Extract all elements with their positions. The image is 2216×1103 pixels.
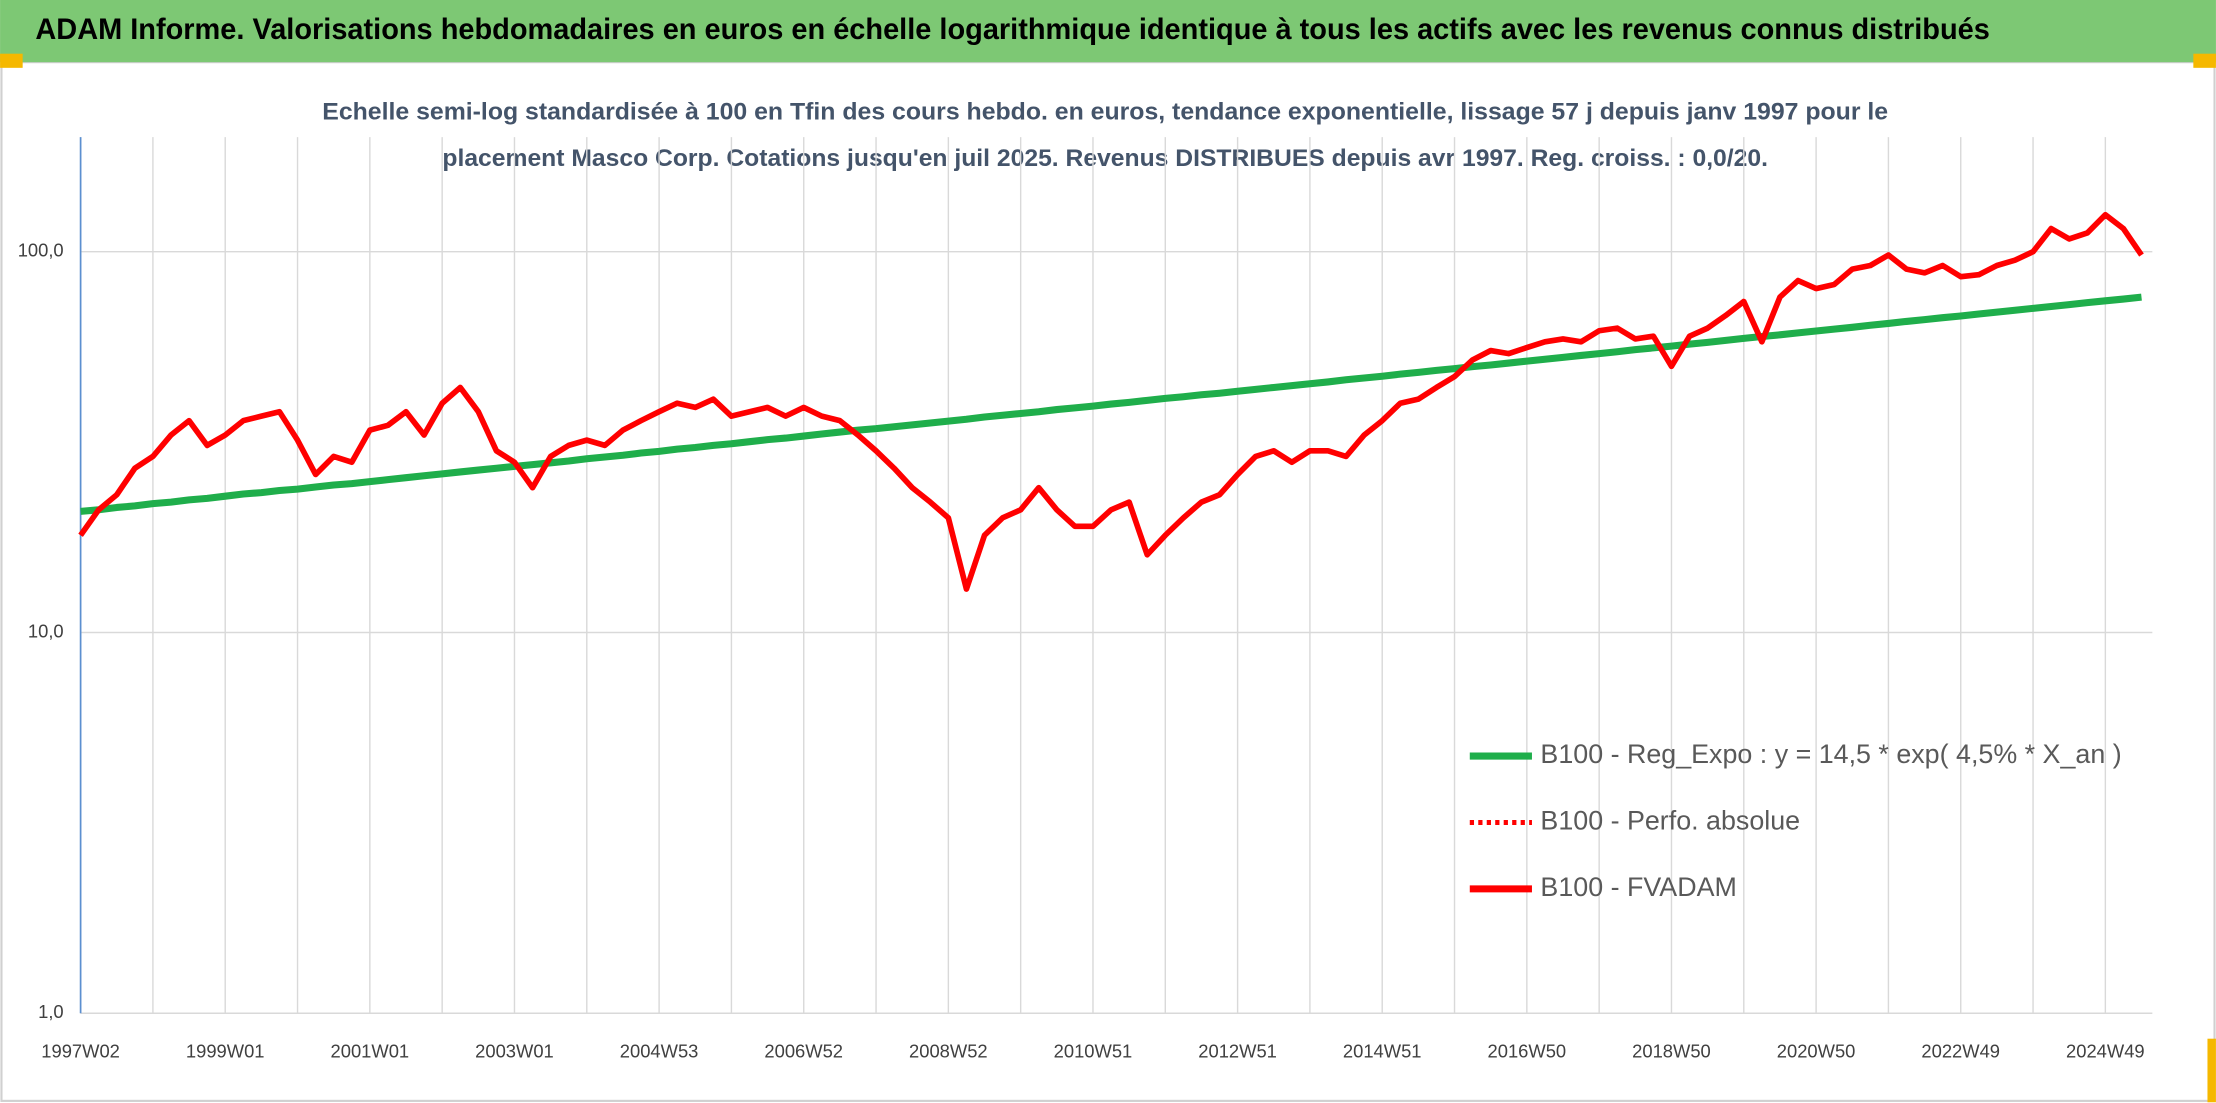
x-tick-label: 2022W49 xyxy=(1921,1041,2000,1062)
x-tick-label: 2012W51 xyxy=(1198,1041,1277,1062)
x-tick-label: 2003W01 xyxy=(475,1041,554,1062)
legend-label: B100 - Perfo. absolue xyxy=(1540,806,1800,836)
y-tick-label: 1,0 xyxy=(38,1001,64,1022)
x-tick-label: 2006W52 xyxy=(764,1041,843,1062)
x-tick-label: 1999W01 xyxy=(186,1041,265,1062)
x-tick-label: 2010W51 xyxy=(1054,1041,1133,1062)
legend-label: B100 - FVADAM xyxy=(1540,872,1736,902)
corner xyxy=(2193,53,2216,68)
series-line xyxy=(78,211,2144,592)
corner xyxy=(0,53,23,68)
x-tick-label: 1997W02 xyxy=(41,1041,120,1062)
x-tick-label: 2016W50 xyxy=(1488,1041,1567,1062)
x-tick-label: 2024W49 xyxy=(2066,1041,2145,1062)
x-tick-label: 2008W52 xyxy=(909,1041,988,1062)
plot-area: 1,0 10,0 100,0 1997W02 1999W01 2001W01 2003W01… xyxy=(18,137,2153,1062)
y-tick-label: 100,0 xyxy=(18,240,64,261)
legend-label: B100 - Reg_Expo : y = 14,5 * exp( 4,5% *… xyxy=(1540,739,2121,769)
chart-subtitle: Echelle semi-log standardisée à 100 en T… xyxy=(322,98,1888,125)
x-tick-label: 2001W01 xyxy=(331,1041,410,1062)
x-tick-label: 2004W53 xyxy=(620,1041,699,1062)
x-tick-label: 2014W51 xyxy=(1343,1041,1422,1062)
chart-subtitle: placement Masco Corp. Cotations jusqu'en… xyxy=(442,145,1768,172)
series-line xyxy=(80,293,2142,515)
header-band xyxy=(0,0,2216,63)
x-tick-label: 2020W50 xyxy=(1777,1041,1856,1062)
x-tick-label: 2018W50 xyxy=(1632,1041,1711,1062)
y-tick-label: 10,0 xyxy=(28,620,64,641)
chart-title: ADAM Informe. Valorisations hebdomadaire… xyxy=(35,13,1989,46)
corner xyxy=(2207,1038,2216,1103)
